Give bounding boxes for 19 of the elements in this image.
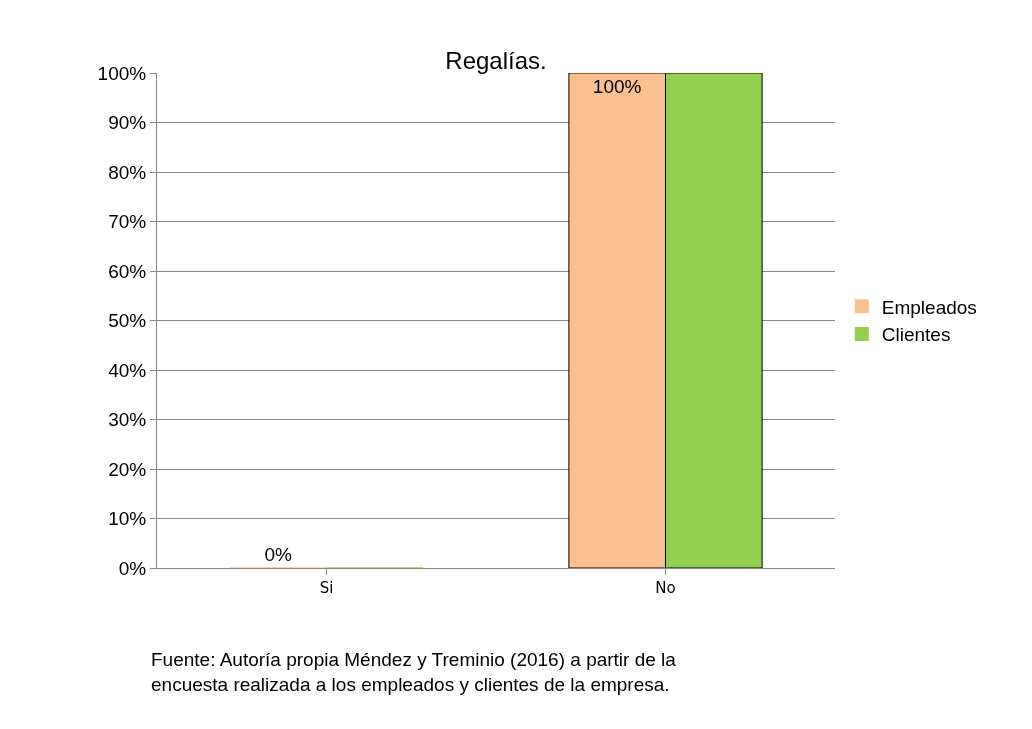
y-tick-label: 40%: [108, 359, 147, 381]
y-tick-label: 30%: [108, 409, 147, 431]
data-label: 0%: [264, 544, 292, 565]
y-tick-label: 100%: [97, 62, 147, 84]
x-tick-label: No: [655, 579, 676, 597]
chart-title: Regalías.: [445, 47, 547, 74]
y-tick-label: 10%: [108, 508, 147, 530]
y-tick-label: 70%: [108, 211, 147, 233]
y-tick-label: 90%: [108, 112, 147, 134]
source-note: Fuente: Autoría propia Méndez y Treminio (2016) a partir de la encuesta realizada a los empleados y clientes de la empresa.: [151, 649, 677, 695]
legend-label: Clientes: [881, 324, 951, 346]
x-tick-label: Si: [319, 579, 334, 597]
y-tick-label: 50%: [108, 310, 147, 332]
legend-label: Empleados: [881, 296, 977, 318]
data-label: 100%: [592, 76, 642, 97]
y-tick-label: 80%: [108, 161, 147, 183]
y-tick-label: 60%: [108, 260, 147, 282]
y-tick-label: 0%: [118, 557, 147, 579]
y-tick-label: 20%: [108, 458, 147, 480]
